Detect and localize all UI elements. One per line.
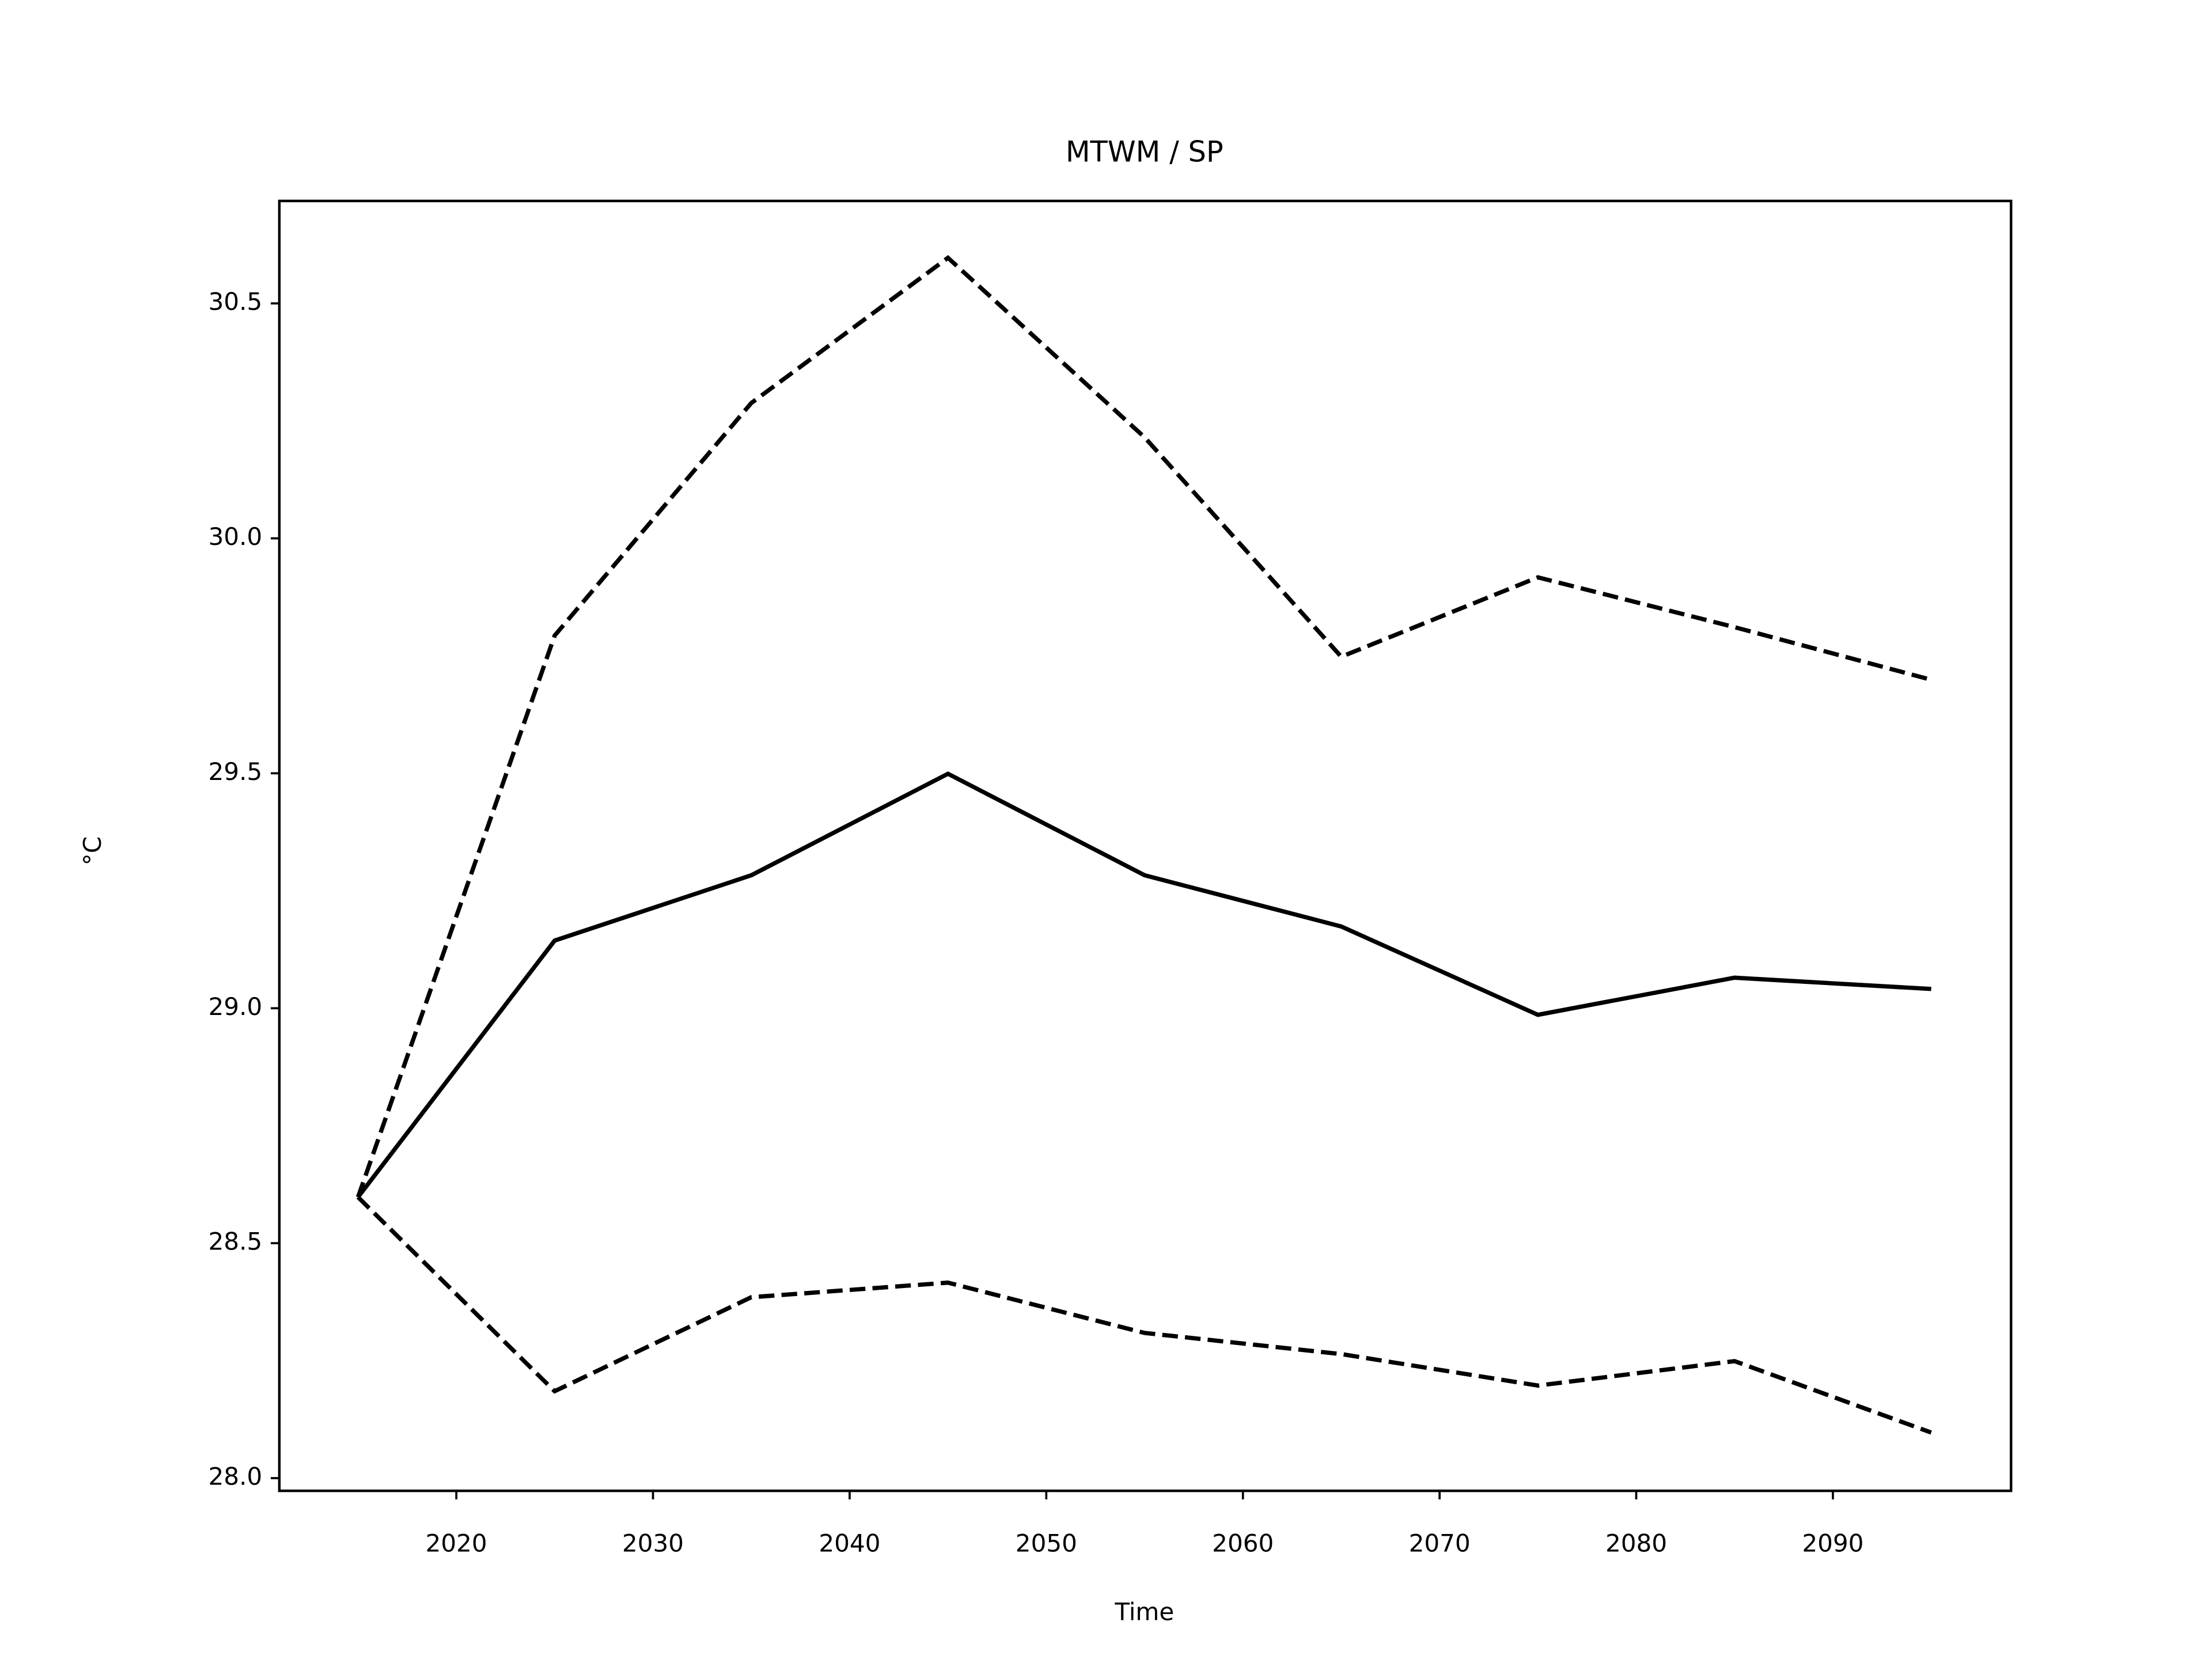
y-tick-label: 30.0: [209, 522, 263, 551]
x-tick-label: 2040: [819, 1529, 880, 1558]
x-tick-label: 2030: [622, 1529, 684, 1558]
plot-frame: [278, 199, 2013, 1493]
x-tick-label: 2070: [1409, 1529, 1471, 1558]
y-tick-label: 29.5: [209, 757, 263, 786]
x-tick-label: 2060: [1212, 1529, 1274, 1558]
x-tick-label: 2080: [1605, 1529, 1667, 1558]
y-axis-label: °C: [78, 836, 107, 865]
y-tick-label: 29.0: [209, 993, 263, 1021]
x-tick-label: 2020: [426, 1529, 487, 1558]
x-axis-label: Time: [1114, 1597, 1174, 1626]
x-tick-label: 2090: [1802, 1529, 1863, 1558]
data-line: [356, 771, 1931, 1199]
data-line: [355, 255, 1932, 1198]
chart-title: MTWM / SP: [1066, 135, 1224, 169]
x-tick-label: 2050: [1016, 1529, 1077, 1558]
y-tick-label: 28.5: [209, 1228, 263, 1256]
y-tick-label: 30.5: [209, 287, 263, 316]
data-line: [356, 1195, 1932, 1435]
y-tick-label: 28.0: [209, 1463, 263, 1491]
